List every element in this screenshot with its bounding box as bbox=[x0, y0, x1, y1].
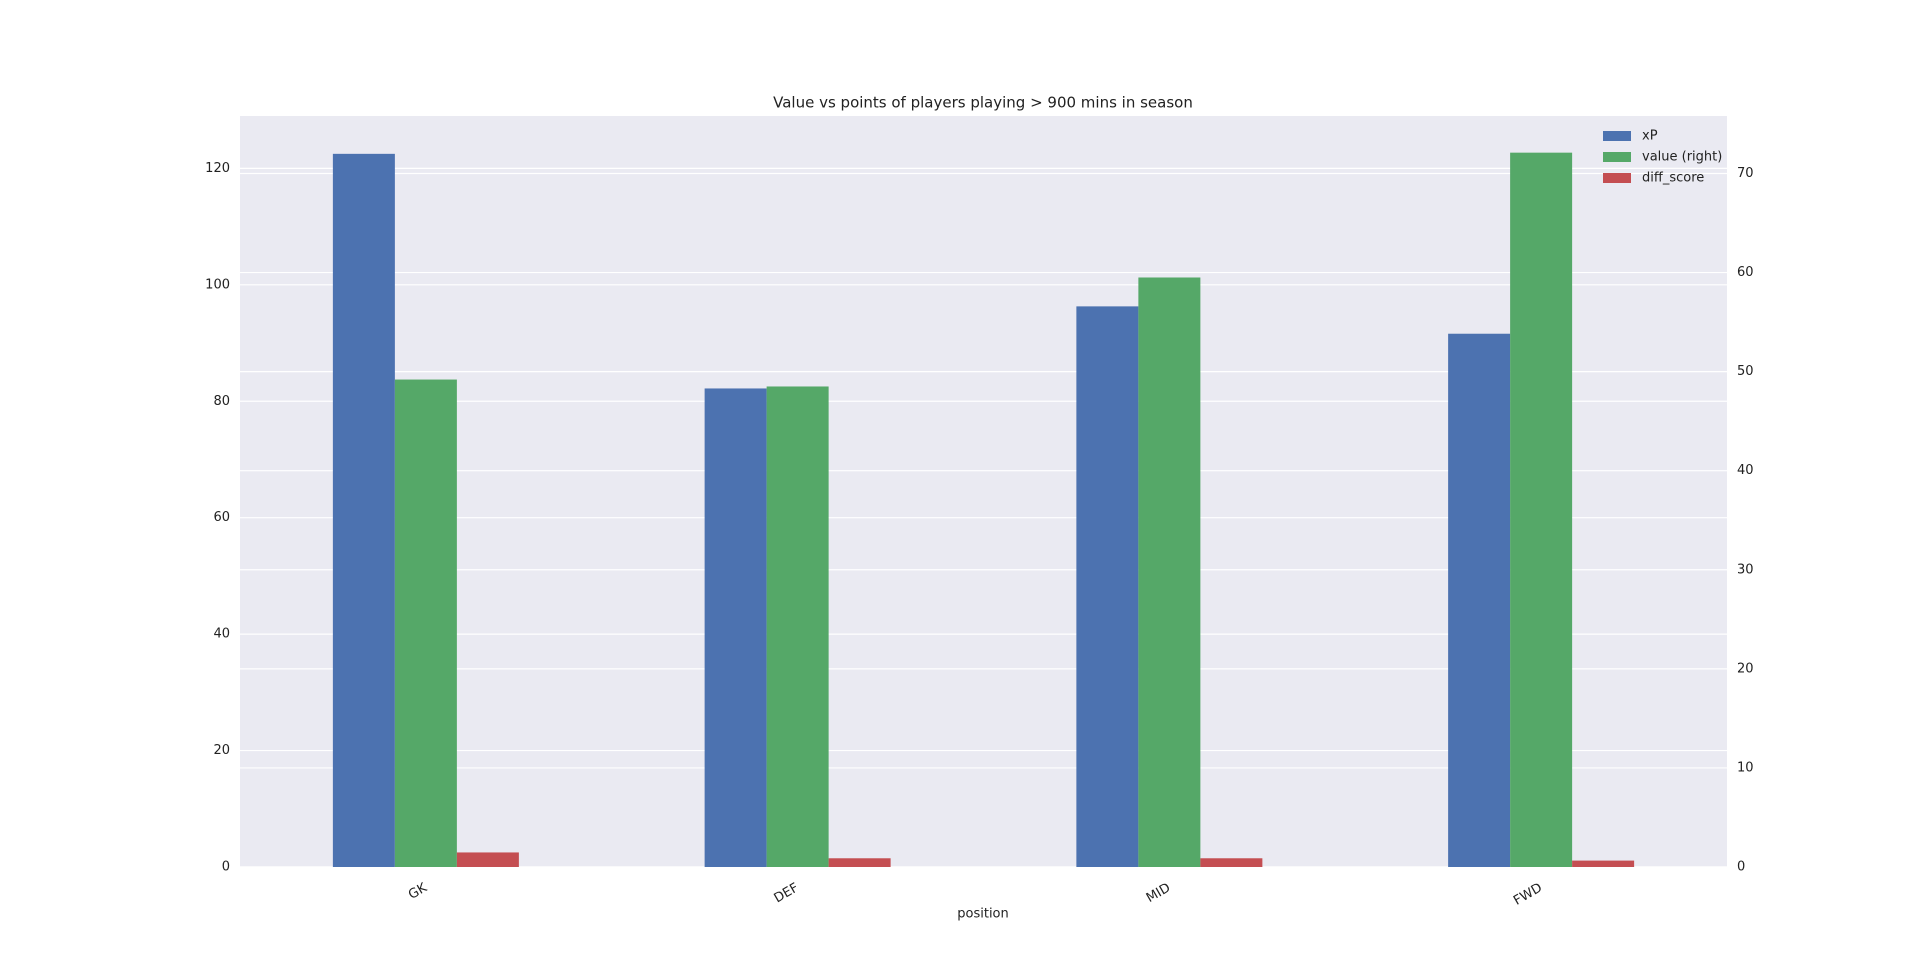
y2-tick-label: 50 bbox=[1737, 364, 1754, 379]
legend-label: xP bbox=[1642, 129, 1658, 144]
y-tick-label: 20 bbox=[213, 743, 230, 758]
y2-tick-label: 30 bbox=[1737, 562, 1754, 577]
y-tick-label: 100 bbox=[205, 277, 230, 292]
y-tick-label: 80 bbox=[213, 394, 230, 409]
bar bbox=[766, 386, 829, 867]
bar bbox=[1448, 333, 1511, 867]
x-tick-label: FWD bbox=[1511, 881, 1545, 909]
x-tick-label: DEF bbox=[772, 881, 802, 907]
y-tick-label: 60 bbox=[213, 510, 230, 525]
bar bbox=[1200, 858, 1263, 867]
bar bbox=[704, 388, 767, 867]
y2-tick-label: 60 bbox=[1737, 265, 1754, 280]
legend-swatch bbox=[1603, 152, 1631, 162]
bar bbox=[1572, 860, 1635, 867]
x-axis-label: position bbox=[957, 907, 1009, 922]
y2-tick-label: 40 bbox=[1737, 463, 1754, 478]
legend-label: value (right) bbox=[1642, 150, 1722, 165]
bar bbox=[828, 858, 891, 867]
y2-tick-label: 10 bbox=[1737, 760, 1754, 775]
y-tick-label: 0 bbox=[222, 860, 230, 875]
bar bbox=[1076, 306, 1139, 868]
bar bbox=[394, 379, 457, 867]
y-tick-label: 40 bbox=[213, 627, 230, 642]
legend-swatch bbox=[1603, 173, 1631, 183]
x-tick-label: MID bbox=[1144, 881, 1173, 907]
bar bbox=[456, 852, 519, 867]
bar bbox=[1510, 152, 1573, 867]
chart-title: Value vs points of players playing > 900… bbox=[773, 94, 1193, 112]
bar bbox=[1138, 277, 1201, 867]
legend-swatch bbox=[1603, 131, 1631, 141]
y2-tick-label: 0 bbox=[1737, 860, 1745, 875]
x-tick-label: GK bbox=[406, 880, 430, 903]
bar bbox=[332, 153, 395, 868]
legend-label: diff_score bbox=[1642, 171, 1704, 186]
y-tick-label: 120 bbox=[205, 161, 230, 176]
y2-tick-label: 20 bbox=[1737, 661, 1754, 676]
y2-tick-label: 70 bbox=[1737, 166, 1754, 181]
